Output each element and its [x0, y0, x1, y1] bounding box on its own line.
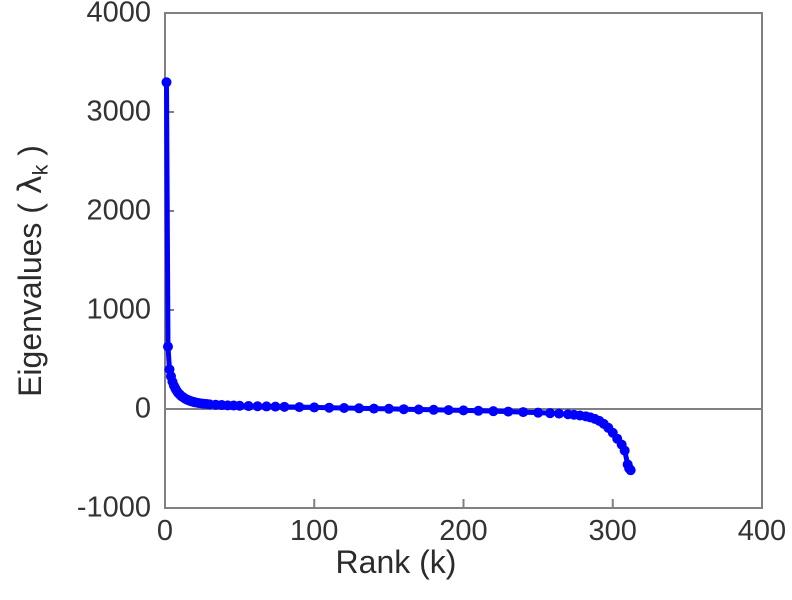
x-tick-label: 0 — [156, 515, 174, 547]
x-axis-ticks — [164, 499, 763, 508]
data-point-marker — [368, 403, 379, 414]
y-tick-label: 1000 — [86, 293, 151, 326]
data-point-marker — [398, 404, 409, 415]
data-point-marker — [518, 407, 529, 418]
data-point-marker — [458, 405, 469, 416]
data-point-marker — [619, 445, 630, 456]
data-point-marker — [413, 404, 424, 415]
y-tick-label: 0 — [134, 392, 151, 425]
data-point-marker — [383, 403, 394, 414]
data-point-marker — [243, 401, 254, 412]
data-point-marker — [294, 402, 305, 413]
data-point-marker — [428, 404, 439, 415]
data-point-marker — [162, 341, 173, 352]
data-point-marker — [309, 402, 320, 413]
x-tick-label: 200 — [439, 515, 488, 547]
y-tick-label: -1000 — [76, 491, 151, 524]
data-point-marker — [625, 465, 636, 476]
data-point-marker — [279, 401, 290, 412]
x-tick-label: 400 — [737, 515, 787, 547]
y-tick-label: 2000 — [86, 194, 151, 227]
data-point-marker — [554, 408, 565, 419]
eigenvalue-markers — [161, 77, 636, 476]
data-point-marker — [488, 406, 499, 417]
y-tick-label: 4000 — [86, 0, 151, 29]
data-point-marker — [443, 405, 454, 416]
x-tick-label: 100 — [290, 515, 339, 547]
data-point-marker — [545, 408, 556, 419]
data-point-marker — [234, 400, 245, 411]
data-point-marker — [473, 405, 484, 416]
x-tick-label: 300 — [588, 515, 637, 547]
data-point-marker — [503, 406, 514, 417]
data-point-marker — [354, 403, 365, 414]
data-point-marker — [324, 402, 335, 413]
y-tick-label: 3000 — [86, 95, 151, 128]
data-point-marker — [261, 401, 272, 412]
x-axis-title: Rank (k) — [335, 544, 457, 580]
data-point-marker — [252, 401, 263, 412]
data-point-marker — [270, 401, 281, 412]
data-point-marker — [339, 403, 350, 414]
data-series-group — [161, 77, 636, 476]
data-point-marker — [161, 77, 172, 88]
plot-frame — [164, 12, 763, 509]
data-point-marker — [533, 407, 544, 418]
